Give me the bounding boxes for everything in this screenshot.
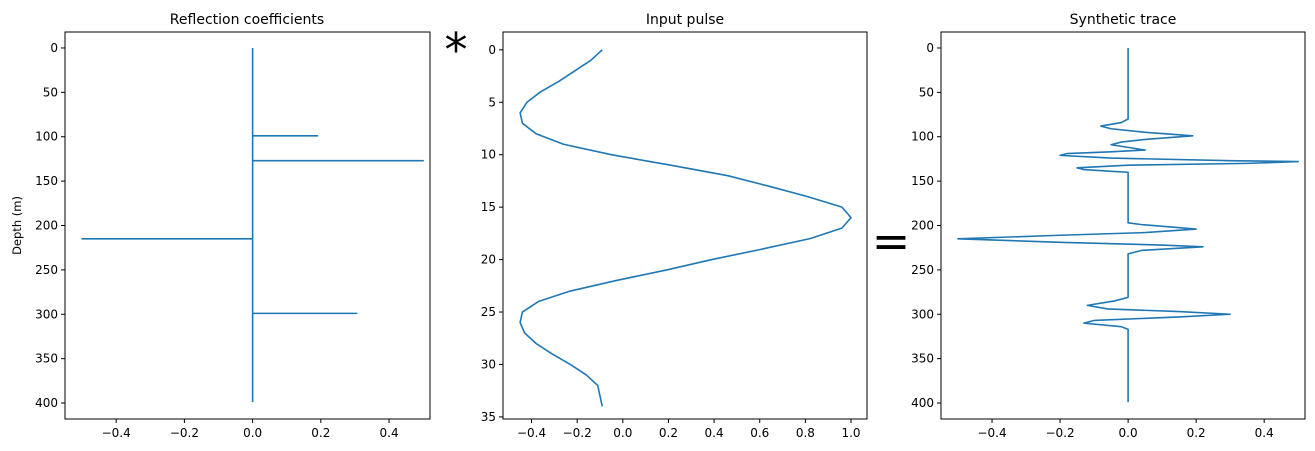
y-tick-label: 200 <box>911 219 934 233</box>
equals-operator: = <box>872 214 911 268</box>
x-tick-label: 0.2 <box>311 426 330 440</box>
y-tick-label: 0 <box>50 41 58 55</box>
series-line-0 <box>519 49 852 407</box>
y-tick-label: 350 <box>911 352 934 366</box>
y-tick-label: 100 <box>911 130 934 144</box>
y-tick-label: 100 <box>35 130 58 144</box>
y-tick-label: 5 <box>488 95 496 109</box>
y-tick-label: 10 <box>481 148 496 162</box>
panel-reflection-coefficients: Reflection coefficients Depth (m) −0.4 −0… <box>10 12 431 440</box>
y-tick-label: 25 <box>481 305 496 319</box>
axes-frame <box>940 31 1306 420</box>
x-tick-label: 0.2 <box>659 426 678 440</box>
x-tick-label: −0.4 <box>517 426 546 440</box>
y-tick-label: 0 <box>488 43 496 57</box>
panel-title: Reflection coefficients <box>170 12 324 28</box>
series-line-0 <box>957 47 1299 403</box>
y-tick-label: 30 <box>481 357 496 371</box>
x-tick-label: −0.2 <box>563 426 592 440</box>
panel-title: Synthetic trace <box>1070 12 1177 28</box>
y-axis-label: Depth (m) <box>10 196 24 255</box>
axes-frame <box>64 31 431 420</box>
x-tick-label: 0.4 <box>380 426 399 440</box>
plot-area: −0.4 −0.2 0.0 0.2 0.4 0.6 0.8 1.0 0 5 10 15 20 25 30 35 <box>481 43 861 440</box>
x-tick-label: 0.0 <box>613 426 632 440</box>
x-tick-label: 0.2 <box>1187 426 1206 440</box>
y-tick-label: 50 <box>919 85 934 99</box>
y-tick-label: 50 <box>43 85 58 99</box>
x-tick-label: −0.2 <box>1045 426 1074 440</box>
plot-area: −0.4 −0.2 0.0 0.2 0.4 0 50 100 150 200 250 300 350 40… <box>911 41 1299 440</box>
x-tick-label: 0.0 <box>1119 426 1138 440</box>
panel-synthetic-trace: Synthetic trace −0.4 −0.2 0.0 0.2 0.4 0 50 100 1… <box>911 12 1306 440</box>
x-tick-label: −0.2 <box>170 426 199 440</box>
y-tick-label: 150 <box>35 174 58 188</box>
y-tick-label: 200 <box>35 219 58 233</box>
y-tick-label: 35 <box>481 410 496 424</box>
y-tick-label: 250 <box>911 263 934 277</box>
plot-area: −0.4 −0.2 0.0 0.2 0.4 0 50 100 150 200 250 300 350 40… <box>35 41 424 440</box>
x-tick-label: 1.0 <box>841 426 860 440</box>
panel-input-pulse: Input pulse −0.4 −0.2 0.0 0.2 0.4 0.6 0.8 1.0 0 5… <box>481 12 868 440</box>
x-tick-label: 0.8 <box>796 426 815 440</box>
y-tick-label: 150 <box>911 174 934 188</box>
x-tick-label: 0.0 <box>243 426 262 440</box>
y-tick-label: 400 <box>35 396 58 410</box>
y-tick-label: 0 <box>926 41 934 55</box>
y-tick-label: 350 <box>35 352 58 366</box>
y-tick-label: 20 <box>481 253 496 267</box>
panel-title: Input pulse <box>646 12 724 28</box>
x-tick-label: 0.4 <box>1255 426 1274 440</box>
convolution-operator: * <box>445 23 468 77</box>
y-tick-label: 15 <box>481 200 496 214</box>
x-tick-label: 0.4 <box>705 426 724 440</box>
x-tick-label: 0.6 <box>750 426 769 440</box>
y-tick-label: 300 <box>35 307 58 321</box>
x-tick-label: −0.4 <box>102 426 131 440</box>
axes-frame <box>502 31 868 420</box>
y-tick-label: 400 <box>911 396 934 410</box>
y-tick-label: 300 <box>911 307 934 321</box>
x-tick-label: −0.4 <box>977 426 1006 440</box>
series-line-0 <box>81 47 424 403</box>
y-tick-label: 250 <box>35 263 58 277</box>
